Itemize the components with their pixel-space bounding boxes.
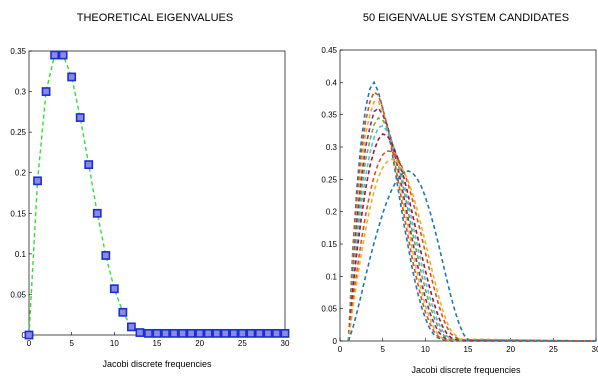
x-tick-label: 10 (421, 345, 430, 354)
data-point-marker (246, 328, 256, 338)
data-point-marker (144, 328, 153, 338)
data-point-marker (41, 87, 51, 96)
y-tick-label: 0.45 (321, 46, 337, 55)
data-point-marker (220, 328, 230, 338)
x-tick-label: 0 (338, 345, 343, 354)
x-tick-label: 20 (195, 339, 204, 348)
series-line-5 (347, 124, 596, 342)
y-tick-label: 0.05 (321, 305, 337, 314)
y-tick-label: 0.05 (10, 290, 26, 299)
series-line-7 (347, 150, 597, 342)
x-tick-label: 30 (592, 345, 598, 354)
right-series-group (347, 80, 597, 342)
data-point-marker (272, 328, 281, 338)
data-point-marker (24, 330, 34, 340)
data-point-marker (280, 328, 290, 338)
y-tick-label: 0.4 (326, 78, 338, 87)
series-line-1 (347, 90, 596, 342)
left-series-group (24, 50, 290, 340)
x-tick-label: 10 (110, 339, 119, 348)
right-y-ticks: 0 0.05 0.1 0.15 0.2 0.25 0.3 0.35 0.4 0.45 (321, 46, 343, 346)
data-point-marker (118, 307, 128, 317)
y-tick-label: 0.3 (326, 143, 338, 152)
y-tick-label: 0.1 (15, 250, 27, 259)
data-point-marker (203, 328, 213, 338)
y-tick-label: 0.35 (10, 47, 26, 56)
y-tick-label: 0.25 (321, 175, 337, 184)
series-line-6 (347, 133, 597, 342)
right-chart-panel: 50 EIGENVALUE SYSTEM CANDIDATES 0 0.05 0.1… (321, 12, 598, 375)
x-tick-label: 15 (464, 345, 473, 354)
y-tick-label: 0.35 (321, 111, 337, 120)
data-point-marker (75, 113, 85, 122)
x-tick-label: 5 (380, 345, 385, 354)
left-x-axis-label: Jacobi discrete frequencies (102, 359, 212, 369)
data-point-marker (169, 328, 179, 338)
data-point-marker (186, 328, 196, 338)
series-line-3 (347, 107, 596, 342)
data-point-marker (101, 251, 111, 260)
y-tick-label: 0 (333, 337, 338, 346)
y-tick-label: 0.2 (15, 169, 27, 178)
data-point-marker (33, 176, 42, 186)
data-point-marker (263, 328, 273, 338)
left-chart-panel: THEORETICAL EIGENVALUES 00.050.10.150.20… (10, 12, 290, 369)
x-tick-label: 25 (238, 339, 247, 348)
data-point-marker (152, 328, 162, 338)
x-tick-label: 20 (506, 345, 515, 354)
series-line-4 (347, 116, 596, 342)
y-tick-label: 0.2 (326, 208, 338, 217)
series-line-0 (347, 80, 596, 342)
data-point-marker (58, 50, 68, 60)
x-tick-label: 25 (549, 345, 558, 354)
data-point-marker (135, 328, 145, 337)
data-point-marker (67, 72, 77, 82)
y-tick-label: 0.15 (10, 209, 26, 218)
x-tick-label: 0 (27, 339, 32, 348)
left-plot-area (28, 50, 286, 336)
data-point-marker (229, 328, 239, 338)
series-line-2 (347, 100, 596, 342)
left-y-ticks: 0 0.05 0.1 0.15 0.2 0.25 0.3 0.35 (10, 47, 32, 340)
data-point-marker (195, 328, 205, 338)
x-tick-label: 5 (69, 339, 74, 348)
y-tick-label: 0.15 (321, 240, 337, 249)
data-point-marker (255, 328, 264, 338)
right-x-axis-label: Jacobi discrete frequencies (411, 365, 521, 375)
right-plot-area (339, 49, 597, 342)
y-tick-label: 0.1 (326, 272, 338, 281)
data-point-marker (237, 328, 247, 338)
data-point-marker (161, 328, 170, 338)
data-point-marker (109, 284, 119, 294)
data-point-marker (127, 322, 136, 332)
y-tick-label: 0.25 (10, 128, 26, 137)
y-tick-label: 0 (22, 331, 27, 340)
data-point-marker (92, 208, 102, 218)
left-chart-title: THEORETICAL EIGENVALUES (77, 12, 233, 24)
series-line-9 (347, 170, 597, 342)
y-tick-label: 0.3 (15, 88, 27, 97)
data-point-marker (50, 50, 59, 60)
data-point-marker (178, 328, 187, 338)
data-point-marker (84, 160, 94, 169)
data-point-marker (212, 328, 222, 338)
right-chart-title: 50 EIGENVALUE SYSTEM CANDIDATES (363, 12, 569, 24)
x-tick-label: 15 (153, 339, 162, 348)
x-tick-label: 30 (281, 339, 290, 348)
series-line-8 (347, 158, 597, 342)
